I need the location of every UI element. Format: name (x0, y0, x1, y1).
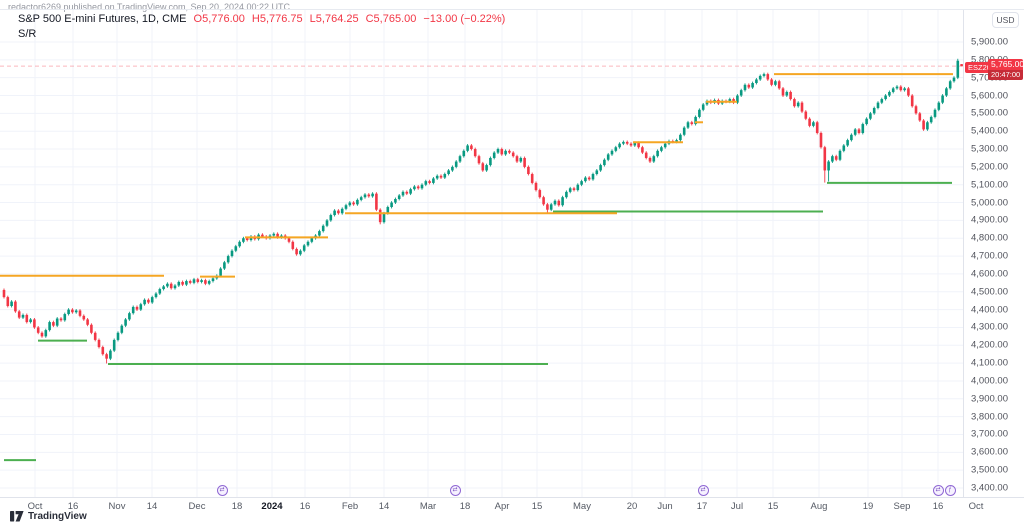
price-tick-label: 4,000.00 (971, 375, 1008, 387)
symbol-title[interactable]: S&P 500 E-mini Futures, 1D, CME (18, 13, 187, 25)
price-tick-label: 5,900.00 (971, 36, 1008, 48)
price-tick-label: 3,600.00 (971, 446, 1008, 458)
pane-divider (0, 9, 1024, 10)
last-price-value: 5,765.00 (991, 59, 1023, 69)
time-tick-label: Jun (657, 501, 673, 512)
time-tick-label: Dec (188, 501, 206, 512)
time-tick-label: 19 (862, 501, 874, 512)
time-tick-label: 14 (146, 501, 158, 512)
publish-attribution: redactor6269 published on TradingView.co… (8, 2, 291, 12)
price-tick-label: 3,700.00 (971, 428, 1008, 440)
time-tick-label: Feb (341, 501, 359, 512)
contract-rollover-icon[interactable]: ⇄ (697, 485, 709, 496)
bar-countdown: 20:47:00 (988, 70, 1023, 80)
contract-rollover-icon[interactable]: ⇄ (932, 485, 944, 496)
price-tick-label: 4,400.00 (971, 304, 1008, 316)
time-axis[interactable]: Oct 16 Nov 14 Dec 18 2024 16 Feb 14 Mar 18 Apr 15 May 2… (0, 497, 1024, 512)
time-tick-label: 16 (299, 501, 311, 512)
time-tick-label: 15 (767, 501, 779, 512)
price-tick-label: 5,400.00 (971, 125, 1008, 137)
time-tick-label: Oct (968, 501, 984, 512)
price-tick-label: 3,800.00 (971, 411, 1008, 423)
tradingview-logo-text: TradingView (28, 511, 87, 522)
currency-button[interactable]: USD (992, 12, 1019, 28)
time-tick-label: Nov (108, 501, 126, 512)
time-tick-label: 2024 (261, 501, 283, 512)
last-price-label: 5,765.00 20:47:00 (988, 59, 1023, 80)
time-tick-label: May (573, 501, 591, 512)
contract-label: ESZ2024 (965, 62, 1003, 73)
time-tick-label: 15 (531, 501, 543, 512)
time-tick-label: Sep (893, 501, 911, 512)
open-value: O5,776.00 (193, 13, 245, 25)
time-tick-label: 18 (459, 501, 471, 512)
price-tick-label: 5,600.00 (971, 90, 1008, 102)
price-tick-label: 4,700.00 (971, 250, 1008, 262)
time-tick-label: 16 (67, 501, 79, 512)
time-tick-label: Mar (419, 501, 437, 512)
tradingview-footer[interactable]: TradingView (10, 511, 87, 522)
price-axis[interactable]: USD 5,900.005,800.005,700.005,600.005,50… (963, 10, 1024, 497)
indicator-label[interactable]: S/R (18, 28, 37, 40)
price-tick-label: 4,300.00 (971, 321, 1008, 333)
price-tick-label: 5,200.00 (971, 161, 1008, 173)
time-tick-label: Jul (730, 501, 744, 512)
contract-rollover-icon[interactable]: ⇄ (449, 485, 461, 496)
price-tick-label: 3,400.00 (971, 482, 1008, 494)
price-tick-label: 5,500.00 (971, 107, 1008, 119)
price-chart[interactable] (0, 0, 963, 497)
price-tick-label: 5,300.00 (971, 143, 1008, 155)
low-value: L5,764.25 (309, 13, 359, 25)
price-tick-label: 5,100.00 (971, 179, 1008, 191)
time-tick-label: Apr (494, 501, 510, 512)
contract-rollover-icon[interactable]: ⇄ (216, 485, 228, 496)
price-tick-label: 4,900.00 (971, 214, 1008, 226)
price-tick-label: 4,800.00 (971, 232, 1008, 244)
price-tick-label: 3,500.00 (971, 464, 1008, 476)
contract-rollover-icon[interactable]: ƒ (944, 485, 956, 496)
time-tick-label: 17 (696, 501, 708, 512)
price-tick-label: 4,600.00 (971, 268, 1008, 280)
price-tick-label: 3,900.00 (971, 393, 1008, 405)
chart-legend: S&P 500 E-mini Futures, 1D, CME O5,776.0… (18, 13, 505, 41)
time-tick-label: 14 (378, 501, 390, 512)
price-tick-label: 4,200.00 (971, 339, 1008, 351)
time-tick-label: 18 (231, 501, 243, 512)
change-value: −13.00 (−0.22%) (423, 13, 506, 25)
tradingview-logo-icon (10, 511, 24, 522)
high-value: H5,776.75 (251, 13, 303, 25)
time-tick-label: Oct (27, 501, 43, 512)
price-tick-label: 4,500.00 (971, 286, 1008, 298)
price-tick-label: 5,000.00 (971, 197, 1008, 209)
time-tick-label: Aug (810, 501, 828, 512)
time-tick-label: 20 (626, 501, 638, 512)
close-value: C5,765.00 (365, 13, 417, 25)
price-tick-label: 4,100.00 (971, 357, 1008, 369)
time-tick-label: 16 (932, 501, 944, 512)
